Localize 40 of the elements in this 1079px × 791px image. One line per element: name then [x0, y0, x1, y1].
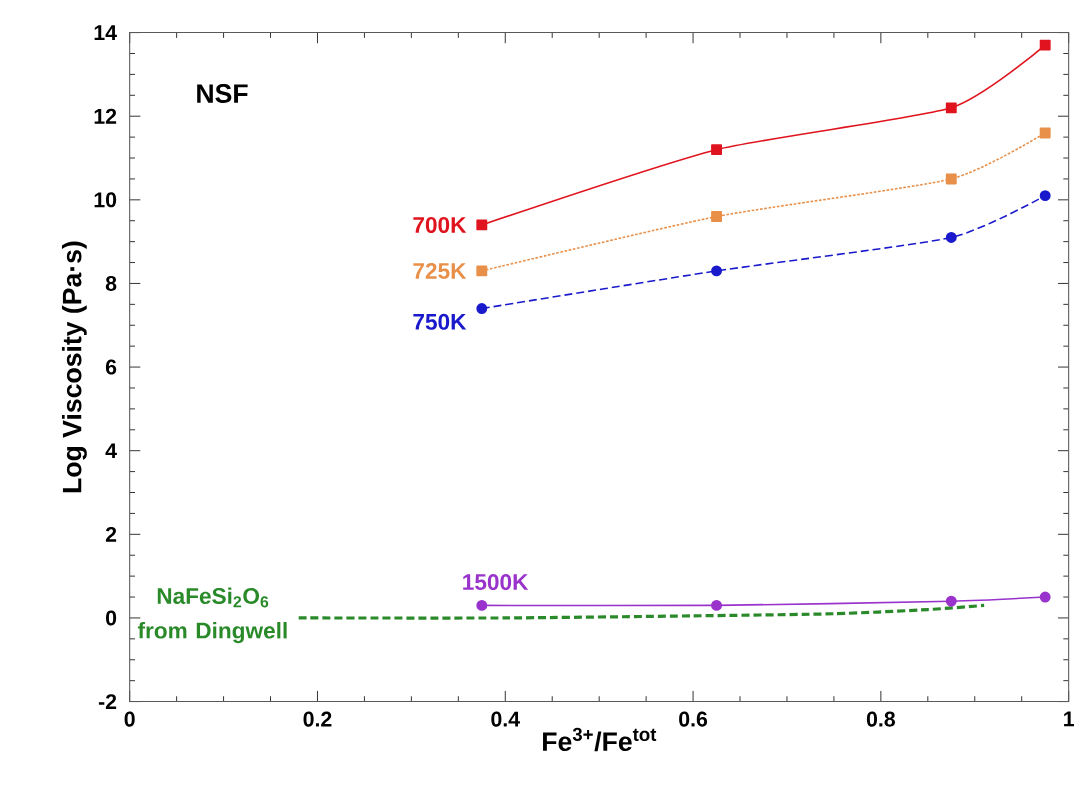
y-tick-label: -2 — [98, 693, 117, 709]
y-tick-label: 0 — [106, 610, 117, 626]
point — [476, 302, 488, 314]
x-tick-label: 0.2 — [303, 711, 332, 727]
line-series — [297, 603, 986, 620]
y-tick-label: 4 — [105, 443, 117, 458]
point — [476, 265, 488, 277]
point — [945, 595, 957, 607]
y-tick-label: 8 — [105, 275, 117, 291]
point — [945, 102, 957, 114]
x-tick-label: 1 — [1064, 711, 1074, 727]
y-tick-label: 2 — [105, 526, 117, 542]
point — [476, 599, 488, 611]
y-tick-label: 10 — [94, 192, 117, 208]
x-tick-label: 0.4 — [491, 711, 520, 727]
point — [1039, 39, 1051, 51]
point — [1039, 127, 1051, 139]
y-tick-label: 6 — [105, 359, 117, 375]
series-label: 700K — [413, 216, 467, 233]
point — [711, 144, 722, 155]
series-label: NaFeSi$_{2}$O$_{6}$ from Dingwell — [137, 587, 287, 643]
series-label: 725K — [413, 262, 467, 279]
point — [711, 599, 722, 611]
y-axis-title: Log Viscosity (Pa·s) — [61, 241, 87, 493]
x-axis-title: Fe$^{3+}$/Fe$^{tot}$ — [543, 727, 657, 752]
point — [1039, 190, 1051, 201]
point — [711, 210, 722, 222]
y-tick-label: 14 — [94, 25, 117, 40]
y-tick-label: 12 — [94, 108, 117, 124]
point — [1039, 591, 1051, 603]
series-label: 1500K — [463, 573, 529, 590]
x-tick-label: 0.8 — [866, 711, 895, 727]
point — [476, 219, 488, 231]
point — [945, 173, 957, 185]
annotation: NSF — [197, 83, 248, 103]
point — [945, 231, 957, 243]
point — [711, 265, 722, 277]
x-tick-label: 0 — [124, 711, 135, 727]
series-label: 750K — [413, 313, 467, 330]
x-tick-label: 0.6 — [679, 711, 708, 727]
